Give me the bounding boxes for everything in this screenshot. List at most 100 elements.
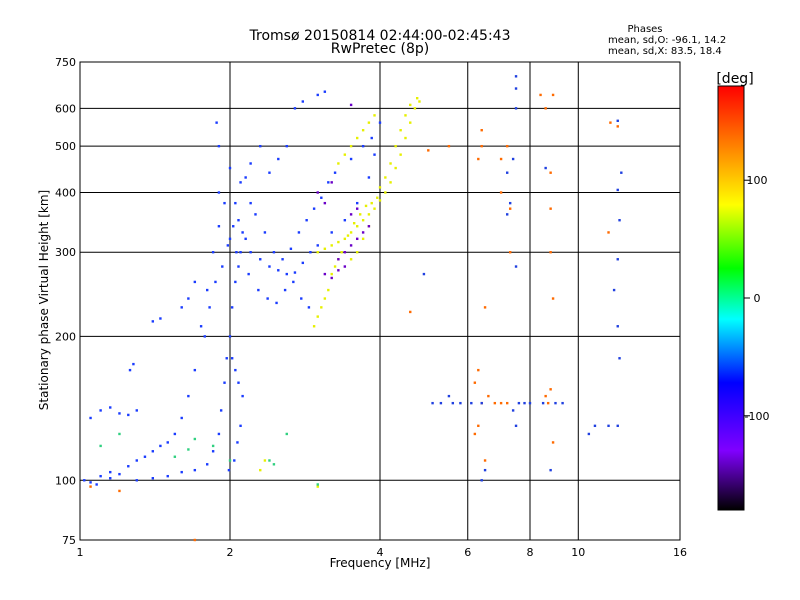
data-point [249,251,252,254]
data-point [370,201,373,205]
data-point [109,470,112,474]
data-point [323,201,327,205]
data-point [378,121,382,124]
data-point [493,401,497,405]
data-point [352,222,356,225]
data-point [305,219,308,222]
data-point [480,128,483,132]
data-point [337,269,340,272]
phase-stats-x: mean, sd,X: 83.5, 18.4 [608,46,722,57]
data-point [217,144,221,148]
data-point [214,280,217,284]
data-point [514,75,518,78]
data-point [616,258,619,261]
data-point [499,157,503,161]
data-point [127,465,130,468]
data-point [230,306,234,309]
data-point [132,362,135,366]
data-point [193,437,197,441]
data-point [587,432,591,436]
data-point [330,276,333,280]
data-point [234,280,237,284]
y-tick-label: 400 [55,186,76,199]
data-point [239,181,242,184]
data-point [237,265,240,268]
data-point [323,272,327,276]
data-point [235,251,238,254]
data-point [211,251,215,254]
data-point [473,432,477,436]
colorbar-label: [deg] [716,71,753,87]
data-point [358,213,362,216]
data-point [151,450,155,453]
data-point [394,144,397,148]
data-point [180,306,183,309]
data-point [173,455,177,458]
data-point [187,448,190,451]
data-point [409,103,412,107]
data-point [541,401,545,405]
data-point [249,201,252,205]
data-point [367,213,371,216]
x-tick-label: 2 [227,546,234,559]
data-point [259,258,262,261]
data-point [367,121,371,124]
data-point [477,424,480,428]
data-point [99,409,102,412]
data-point [127,413,130,417]
y-tick-label: 500 [55,140,76,153]
data-point [135,409,138,412]
data-point [223,381,226,384]
y-tick-label: 750 [55,56,76,69]
data-point [399,153,402,156]
data-point [415,96,419,100]
data-point [439,401,443,405]
data-point [263,231,267,234]
data-point [355,225,359,228]
data-point [208,306,211,309]
data-point [618,219,621,222]
colorbar-ticks: 100 0 -100 [744,174,769,423]
data-point [237,219,240,222]
data-point [477,368,480,372]
colorbar-tick-label: -100 [745,410,770,423]
data-point [361,144,365,148]
x-tick-label: 16 [673,546,687,559]
data-point [109,477,112,480]
data-point [118,489,121,493]
x-tick-labels: 1 2 4 6 8 10 16 [77,546,688,559]
data-point [277,157,280,161]
data-point [618,357,621,360]
data-point [193,538,197,542]
data-point [349,144,353,148]
data-point [180,470,183,474]
data-point [508,251,512,254]
data-point [89,416,92,420]
data-point [361,231,365,234]
data-point [283,288,287,292]
data-point [320,306,323,309]
data-point [293,271,297,274]
data-point [549,468,552,472]
data-point [95,483,98,486]
data-point [109,406,112,409]
data-point [228,335,232,338]
data-point [228,166,232,170]
y-tick-label: 75 [62,534,76,547]
data-point [361,219,365,222]
data-point [232,225,235,228]
data-point [301,261,305,265]
data-point [211,444,215,448]
data-point [544,166,547,170]
data-point [259,468,262,472]
data-point [409,121,412,124]
data-point [399,128,402,132]
data-point [316,191,319,194]
data-point [343,219,347,222]
data-point [499,191,503,194]
data-point [376,196,379,199]
data-point [616,119,619,123]
data-point [135,479,138,482]
data-point [616,325,619,328]
data-point [333,265,337,268]
